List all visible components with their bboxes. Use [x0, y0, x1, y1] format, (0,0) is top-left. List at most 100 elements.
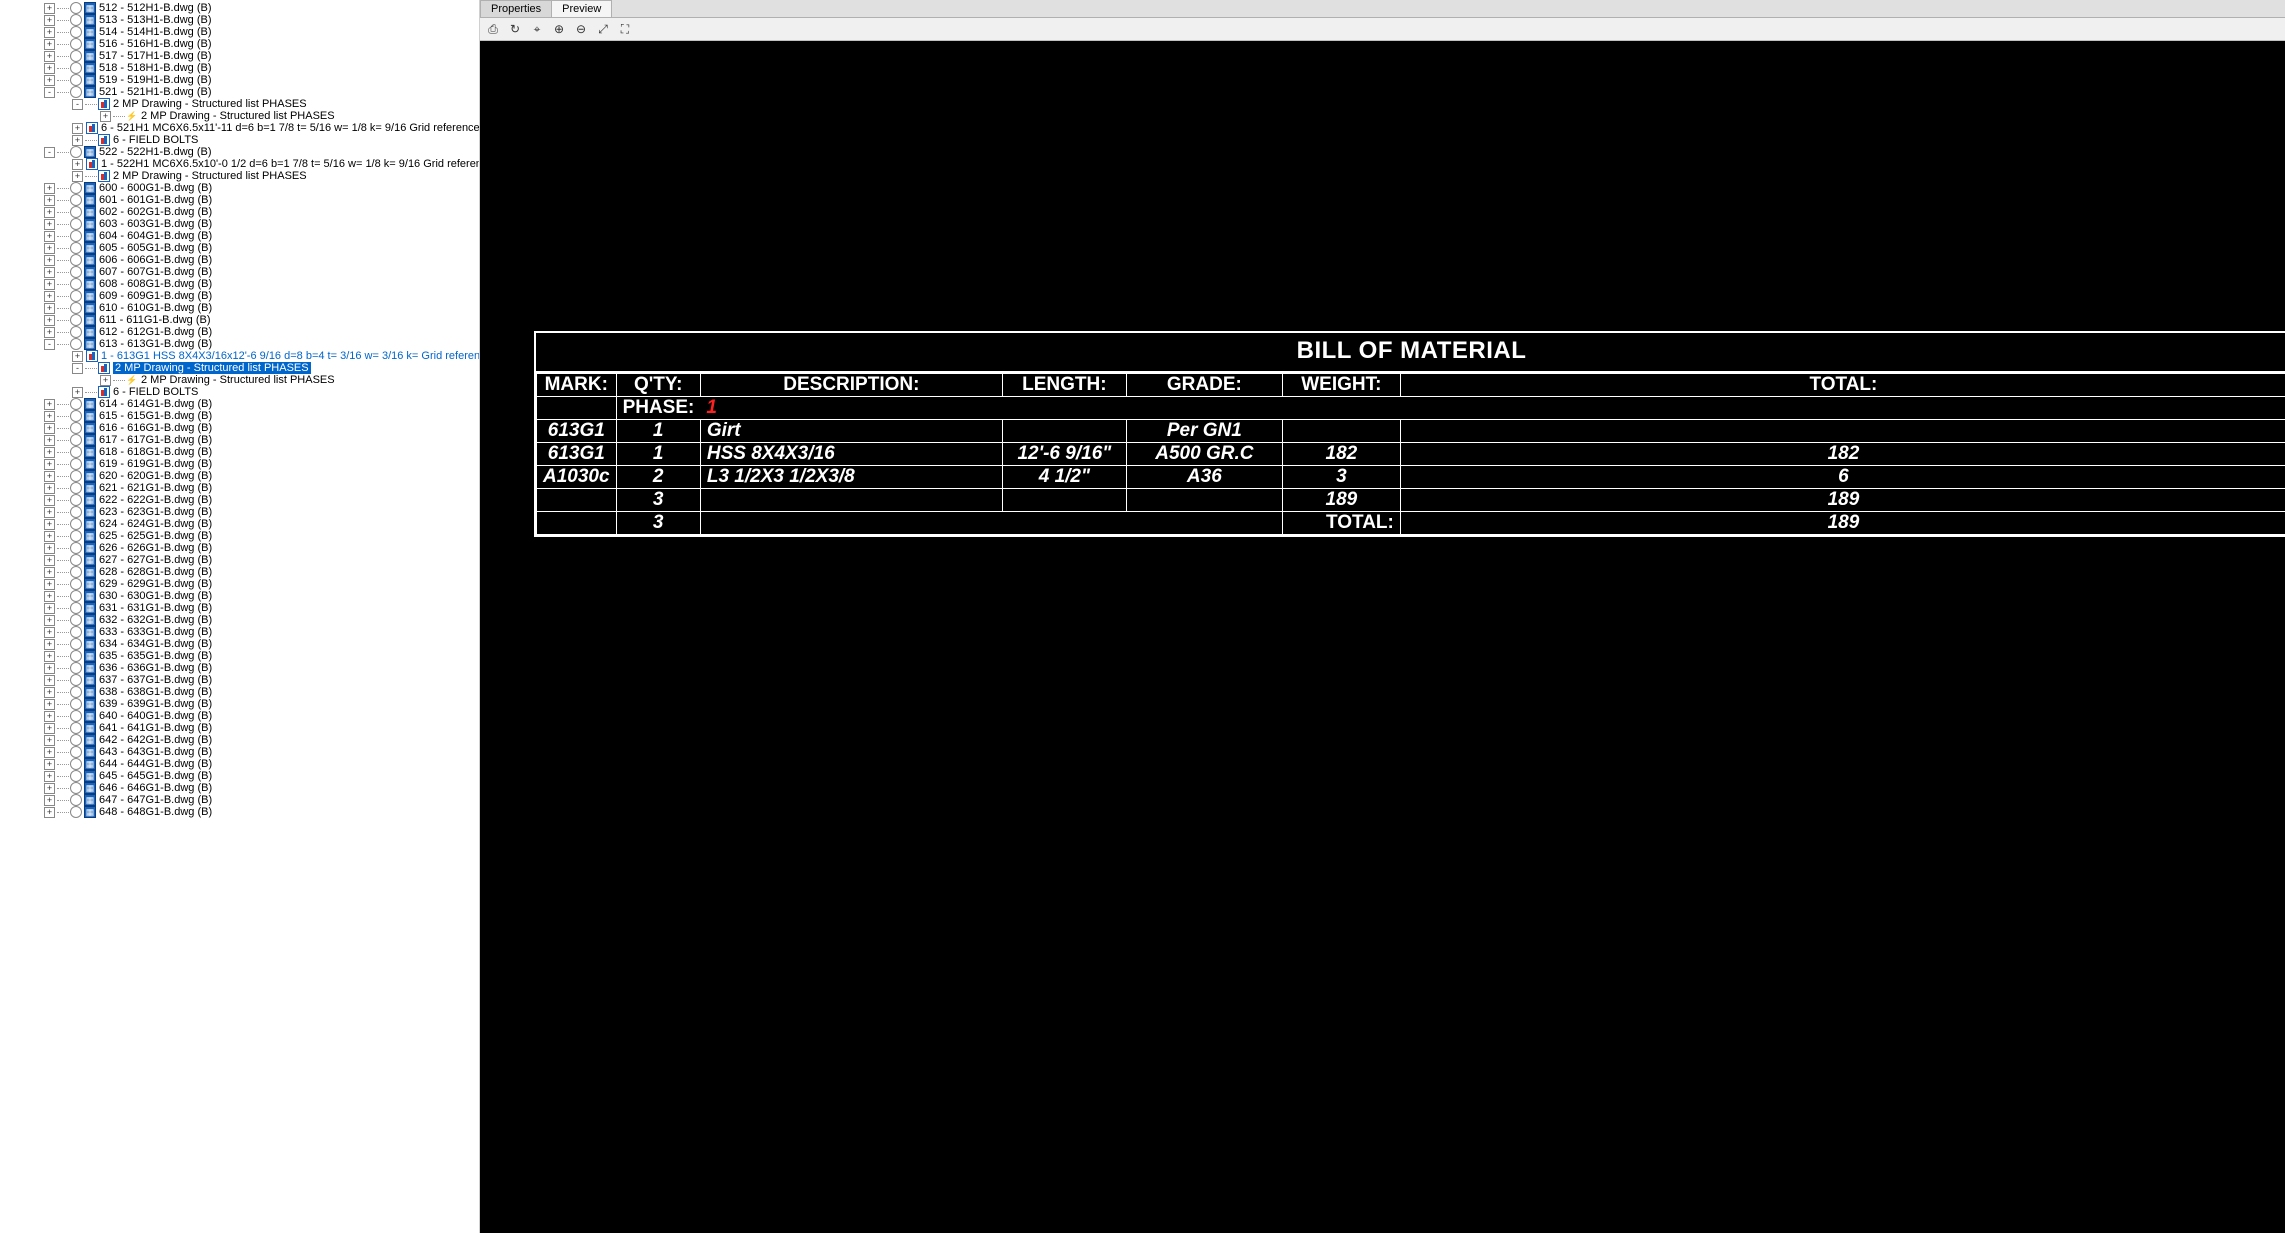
- tree-node[interactable]: +▦642 - 642G1-B.dwg (B): [4, 734, 479, 746]
- expand-icon[interactable]: +: [44, 327, 55, 338]
- tree-label[interactable]: 615 - 615G1-B.dwg (B): [99, 410, 212, 422]
- expand-icon[interactable]: +: [44, 711, 55, 722]
- tree-checkbox[interactable]: [70, 206, 82, 218]
- tree-node[interactable]: +▦512 - 512H1-B.dwg (B): [4, 2, 479, 14]
- tree-node[interactable]: +▦601 - 601G1-B.dwg (B): [4, 194, 479, 206]
- tree-node[interactable]: +▦602 - 602G1-B.dwg (B): [4, 206, 479, 218]
- tree-checkbox[interactable]: [70, 662, 82, 674]
- tree-label[interactable]: 512 - 512H1-B.dwg (B): [99, 2, 212, 14]
- tree-label[interactable]: 632 - 632G1-B.dwg (B): [99, 614, 212, 626]
- tree-node[interactable]: +1 - 522H1 MC6X6.5x10'-0 1/2 d=6 b=1 7/8…: [18, 158, 479, 170]
- expand-icon[interactable]: +: [44, 411, 55, 422]
- tree-checkbox[interactable]: [70, 218, 82, 230]
- expand-icon[interactable]: +: [44, 603, 55, 614]
- zoom-window-icon[interactable]: ⌖: [528, 20, 546, 38]
- tree-label[interactable]: 626 - 626G1-B.dwg (B): [99, 542, 212, 554]
- tree-checkbox[interactable]: [70, 698, 82, 710]
- expand-icon[interactable]: +: [72, 159, 83, 170]
- tree-label[interactable]: 611 - 611G1-B.dwg (B): [99, 314, 210, 326]
- expand-icon[interactable]: +: [100, 375, 111, 386]
- tree-node[interactable]: +▦632 - 632G1-B.dwg (B): [4, 614, 479, 626]
- tree-checkbox[interactable]: [70, 194, 82, 206]
- tree-checkbox[interactable]: [70, 326, 82, 338]
- tree-node[interactable]: +▦603 - 603G1-B.dwg (B): [4, 218, 479, 230]
- expand-icon[interactable]: +: [44, 315, 55, 326]
- collapse-icon[interactable]: -: [72, 363, 83, 374]
- collapse-icon[interactable]: -: [44, 339, 55, 350]
- tree-label[interactable]: 625 - 625G1-B.dwg (B): [99, 530, 212, 542]
- expand-icon[interactable]: +: [44, 627, 55, 638]
- tree-checkbox[interactable]: [70, 302, 82, 314]
- tree-label[interactable]: 513 - 513H1-B.dwg (B): [99, 14, 212, 26]
- tree-checkbox[interactable]: [70, 422, 82, 434]
- tree-checkbox[interactable]: [70, 518, 82, 530]
- tree-checkbox[interactable]: [70, 578, 82, 590]
- tree-label[interactable]: 601 - 601G1-B.dwg (B): [99, 194, 212, 206]
- tree-label[interactable]: 646 - 646G1-B.dwg (B): [99, 782, 212, 794]
- tree-label[interactable]: 614 - 614G1-B.dwg (B): [99, 398, 212, 410]
- expand-icon[interactable]: +: [44, 795, 55, 806]
- tree-label[interactable]: 620 - 620G1-B.dwg (B): [99, 470, 212, 482]
- tree-label[interactable]: 602 - 602G1-B.dwg (B): [99, 206, 212, 218]
- tree-label[interactable]: 608 - 608G1-B.dwg (B): [99, 278, 212, 290]
- expand-icon[interactable]: +: [44, 39, 55, 50]
- tree-label[interactable]: 514 - 514H1-B.dwg (B): [99, 26, 212, 38]
- tree-label[interactable]: 630 - 630G1-B.dwg (B): [99, 590, 212, 602]
- tree-node[interactable]: -▦521 - 521H1-B.dwg (B): [4, 86, 479, 98]
- expand-icon[interactable]: +: [44, 771, 55, 782]
- tree-checkbox[interactable]: [70, 410, 82, 422]
- tree-checkbox[interactable]: [70, 686, 82, 698]
- tree-node[interactable]: +▦637 - 637G1-B.dwg (B): [4, 674, 479, 686]
- tree-node[interactable]: +▦633 - 633G1-B.dwg (B): [4, 626, 479, 638]
- expand-icon[interactable]: +: [72, 351, 83, 362]
- tree-node[interactable]: +▦606 - 606G1-B.dwg (B): [4, 254, 479, 266]
- tree-label[interactable]: 637 - 637G1-B.dwg (B): [99, 674, 212, 686]
- tree-checkbox[interactable]: [70, 626, 82, 638]
- tree-label[interactable]: 645 - 645G1-B.dwg (B): [99, 770, 212, 782]
- expand-icon[interactable]: +: [44, 651, 55, 662]
- tree-checkbox[interactable]: [70, 74, 82, 86]
- tree-label[interactable]: 621 - 621G1-B.dwg (B): [99, 482, 212, 494]
- tree-checkbox[interactable]: [70, 530, 82, 542]
- tree-label[interactable]: 606 - 606G1-B.dwg (B): [99, 254, 212, 266]
- expand-icon[interactable]: +: [44, 687, 55, 698]
- tree-label[interactable]: 639 - 639G1-B.dwg (B): [99, 698, 212, 710]
- expand-icon[interactable]: +: [44, 435, 55, 446]
- print-icon[interactable]: ⎙: [484, 20, 502, 38]
- tree-label[interactable]: 610 - 610G1-B.dwg (B): [99, 302, 212, 314]
- expand-icon[interactable]: +: [44, 519, 55, 530]
- tree-checkbox[interactable]: [70, 494, 82, 506]
- tree-node[interactable]: +▦636 - 636G1-B.dwg (B): [4, 662, 479, 674]
- tree-label[interactable]: 6 - FIELD BOLTS: [113, 134, 198, 146]
- tree-label[interactable]: 629 - 629G1-B.dwg (B): [99, 578, 212, 590]
- tree-label[interactable]: 603 - 603G1-B.dwg (B): [99, 218, 212, 230]
- expand-icon[interactable]: +: [44, 423, 55, 434]
- expand-icon[interactable]: +: [44, 699, 55, 710]
- zoom-out-icon[interactable]: ⊖: [572, 20, 590, 38]
- tree-checkbox[interactable]: [70, 62, 82, 74]
- tree-node[interactable]: +⚡2 MP Drawing - Structured list PHASES: [32, 374, 479, 386]
- tree-checkbox[interactable]: [70, 614, 82, 626]
- tree-node[interactable]: +▦513 - 513H1-B.dwg (B): [4, 14, 479, 26]
- expand-icon[interactable]: +: [100, 111, 111, 122]
- tree-checkbox[interactable]: [70, 710, 82, 722]
- tree-node[interactable]: +▦618 - 618G1-B.dwg (B): [4, 446, 479, 458]
- expand-icon[interactable]: +: [72, 135, 83, 146]
- tree-node[interactable]: +▦639 - 639G1-B.dwg (B): [4, 698, 479, 710]
- tree-label[interactable]: 617 - 617G1-B.dwg (B): [99, 434, 212, 446]
- tree-node[interactable]: +1 - 613G1 HSS 8X4X3/16x12'-6 9/16 d=8 b…: [18, 350, 479, 362]
- tree-node[interactable]: -▦613 - 613G1-B.dwg (B): [4, 338, 479, 350]
- tree-node[interactable]: +⚡2 MP Drawing - Structured list PHASES: [32, 110, 479, 122]
- tree-checkbox[interactable]: [70, 254, 82, 266]
- tree-node[interactable]: +▦628 - 628G1-B.dwg (B): [4, 566, 479, 578]
- tree-label[interactable]: 622 - 622G1-B.dwg (B): [99, 494, 212, 506]
- tree-checkbox[interactable]: [70, 602, 82, 614]
- expand-icon[interactable]: +: [44, 51, 55, 62]
- tree-node[interactable]: -2 MP Drawing - Structured list PHASES: [18, 98, 479, 110]
- expand-icon[interactable]: +: [44, 543, 55, 554]
- tree-label[interactable]: 648 - 648G1-B.dwg (B): [99, 806, 212, 818]
- tree-node[interactable]: +▦648 - 648G1-B.dwg (B): [4, 806, 479, 818]
- tree-node[interactable]: +▦517 - 517H1-B.dwg (B): [4, 50, 479, 62]
- tree-node[interactable]: +▦631 - 631G1-B.dwg (B): [4, 602, 479, 614]
- expand-icon[interactable]: +: [44, 3, 55, 14]
